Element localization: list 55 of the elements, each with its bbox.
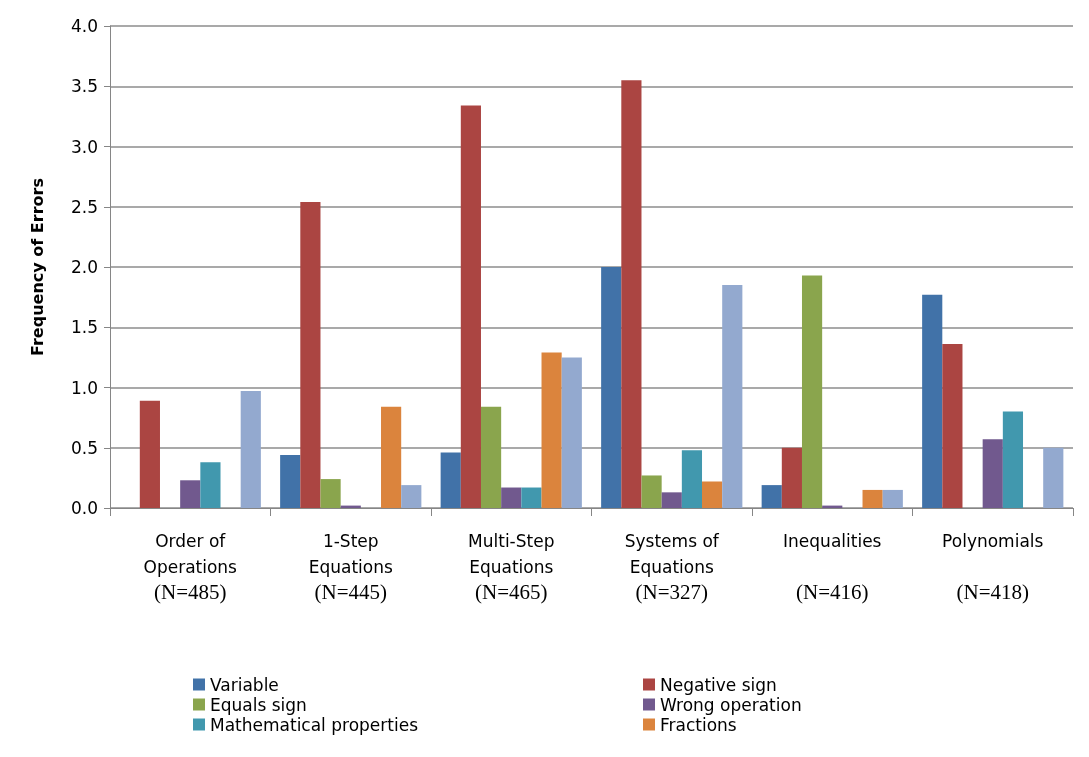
bar (882, 489, 903, 508)
bar (561, 357, 582, 508)
bar (781, 447, 802, 508)
bar (240, 391, 261, 508)
y-tick-label: 2.0 (70, 257, 98, 277)
legend-label: Fractions (660, 714, 737, 735)
legend-label: Negative sign (660, 674, 777, 695)
y-tick-label: 4.0 (70, 16, 98, 36)
bar (621, 80, 642, 508)
category-label: Inequalities (N=416) (783, 531, 882, 604)
bar (381, 406, 402, 508)
bar (300, 201, 321, 508)
y-tick-label: 3.0 (70, 136, 98, 157)
bar (862, 489, 883, 508)
x-tick-label: Systems of Equations (N=327) (624, 531, 720, 604)
bar (401, 485, 422, 508)
legend-label: Variable (210, 674, 279, 695)
bar (601, 267, 622, 508)
bar (702, 481, 723, 508)
bar (480, 406, 502, 508)
bar (521, 487, 542, 508)
bar (761, 485, 782, 508)
y-tick-label: 0.0 (70, 498, 98, 518)
bar (922, 294, 943, 508)
y-axis-title: Frequency of Errors (27, 178, 47, 356)
x-tick-label: Order of Operations (N=485) (143, 531, 238, 604)
bar (641, 475, 662, 508)
bar (801, 275, 823, 508)
y-tick-label: 1.0 (70, 377, 98, 398)
bar (460, 105, 481, 508)
bar (320, 479, 341, 508)
bar (1002, 411, 1024, 508)
y-tick-label: 3.5 (70, 76, 98, 97)
x-tick-label: Multi-Step Equations (N=465) (468, 531, 555, 604)
bar (440, 452, 461, 508)
bar (1043, 447, 1064, 508)
bar (661, 492, 682, 508)
x-tick-label: 1-Step Equations (N=445) (308, 531, 393, 604)
bar (280, 454, 301, 508)
bar (180, 480, 201, 508)
bar (541, 352, 562, 508)
legend-label: Wrong operation (660, 694, 802, 715)
legend-label: Mathematical properties (210, 714, 419, 735)
bar (681, 450, 703, 508)
bar (942, 344, 963, 508)
bar (722, 285, 743, 508)
bar (139, 400, 160, 508)
legend-label: Equals sign (210, 694, 307, 715)
y-tick-label: 0.5 (70, 437, 98, 458)
category-label: Polynomials (N=418) (942, 531, 1044, 604)
bar (982, 439, 1003, 508)
y-tick-label: 1.5 (70, 317, 98, 338)
bar (501, 487, 522, 508)
y-tick-label: 2.5 (70, 196, 98, 217)
bar (200, 462, 221, 508)
